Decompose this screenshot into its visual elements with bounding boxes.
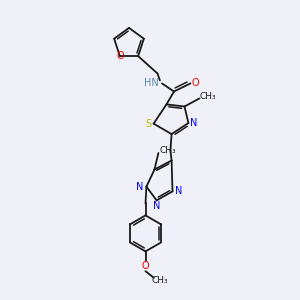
Text: N: N [190,118,197,128]
Text: N: N [153,201,160,212]
Text: N: N [176,186,183,197]
Text: CH₃: CH₃ [159,146,176,155]
Text: CH₃: CH₃ [152,276,168,285]
Text: S: S [145,118,151,129]
Text: O: O [191,78,199,88]
Text: O: O [116,51,124,61]
Text: HN: HN [144,78,159,88]
Text: CH₃: CH₃ [200,92,216,101]
Text: O: O [142,261,149,272]
Text: N: N [136,182,143,192]
